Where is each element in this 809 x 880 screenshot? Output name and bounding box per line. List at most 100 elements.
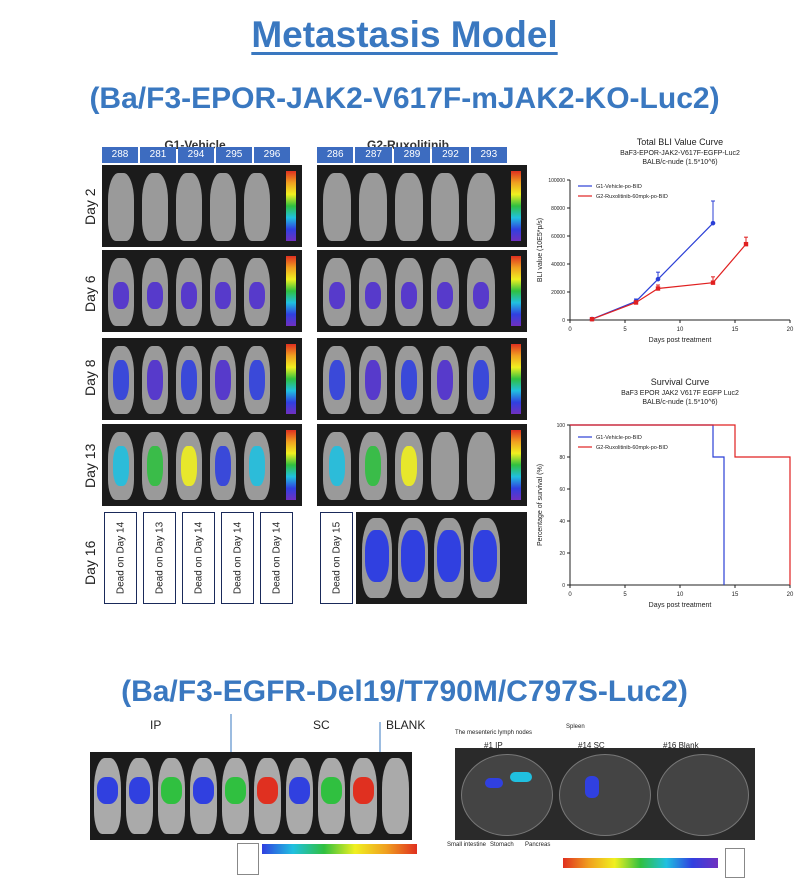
day-label: Day 2 xyxy=(82,188,98,225)
mouse-silhouette xyxy=(108,173,134,241)
mouse-silhouette xyxy=(108,258,134,326)
mouse-silhouette xyxy=(142,432,168,500)
mouse-silhouette xyxy=(126,758,153,834)
imaging-row-panel xyxy=(317,338,527,420)
dead-label: Dead on Day 13 xyxy=(154,521,165,595)
signal-blob xyxy=(249,359,265,401)
signal-blob xyxy=(585,776,599,798)
x-tick-label: 20 xyxy=(787,327,794,333)
chart-subtitle: BALB/c-nude (1.5*10^6) xyxy=(642,159,717,166)
y-axis-label: BLI value (10E5*p/s) xyxy=(537,218,544,282)
imaging-row-panel xyxy=(102,250,302,332)
colorbar xyxy=(511,256,521,326)
organ-label-stomach: Stomach xyxy=(490,842,514,848)
mouse-silhouette xyxy=(244,346,270,414)
data-point xyxy=(710,220,716,226)
x-tick-label: 15 xyxy=(732,327,739,333)
scale-legend-box xyxy=(237,843,259,875)
y-tick-label: 60 xyxy=(559,487,565,493)
x-axis-label: Days post treatment xyxy=(649,337,712,344)
mouse-silhouette xyxy=(470,518,500,598)
dead-label: Dead on Day 14 xyxy=(115,521,126,595)
x-tick-label: 5 xyxy=(623,592,627,598)
signal-blob xyxy=(113,359,129,401)
organ-dish-sc xyxy=(559,754,651,836)
signal-blob xyxy=(256,777,279,804)
signal-blob xyxy=(328,281,346,309)
mouse-id: 281 xyxy=(140,147,176,163)
mouse-silhouette xyxy=(244,173,270,241)
mouse-id: 286 xyxy=(317,147,354,163)
dead-label: Dead on Day 14 xyxy=(271,521,282,595)
legend-label: G2-Ruxolitinib-60mpk-po-BID xyxy=(596,194,668,200)
group-divider-lines xyxy=(230,714,381,754)
signal-blob xyxy=(147,445,163,487)
mouse-silhouette xyxy=(210,258,236,326)
mouse-silhouette xyxy=(467,173,495,241)
sc-label: SC xyxy=(313,718,330,732)
mouse-silhouette xyxy=(286,758,313,834)
organ-panel-title: #14 SC xyxy=(578,741,605,750)
signal-blob xyxy=(328,445,346,487)
signal-blob xyxy=(472,281,490,309)
data-point xyxy=(655,286,661,291)
imaging-row-panel xyxy=(317,424,527,506)
group2-id-bar: 286 287 289 292 293 xyxy=(317,147,508,163)
mouse-silhouette xyxy=(244,258,270,326)
mouse-silhouette xyxy=(434,518,464,598)
organ-label-spleen: Spleen xyxy=(566,724,585,730)
colorbar xyxy=(286,171,296,241)
day-label: Day 13 xyxy=(82,443,98,488)
signal-blob xyxy=(328,359,346,401)
mouse-silhouette xyxy=(94,758,121,834)
signal-blob xyxy=(288,777,311,804)
mouse-id: 294 xyxy=(178,147,214,163)
y-tick-label: 80 xyxy=(559,455,565,461)
signal-blob xyxy=(401,530,425,582)
organ-panel-title: #1 IP xyxy=(484,741,503,750)
mouse-silhouette xyxy=(176,432,202,500)
signal-blob xyxy=(436,281,454,309)
organ-panel-title: #16 Blank xyxy=(663,741,699,750)
chart-subtitle: BaF3-EPOR-JAK2-V617F-EGFP-Luc2 xyxy=(620,150,740,157)
signal-blob xyxy=(128,777,151,804)
signal-blob xyxy=(96,777,119,804)
mouse-silhouette xyxy=(142,173,168,241)
organ-label-pancreas: Pancreas xyxy=(525,842,551,848)
data-point xyxy=(710,280,716,285)
y-tick-label: 40000 xyxy=(551,262,565,268)
signal-blob xyxy=(181,359,197,401)
mouse-silhouette xyxy=(222,758,249,834)
mouse-id: 296 xyxy=(254,147,290,163)
chart-title: Survival Curve xyxy=(651,377,710,387)
mouse-silhouette xyxy=(467,258,495,326)
data-point xyxy=(655,276,661,282)
mouse-silhouette xyxy=(108,346,134,414)
signal-blob xyxy=(192,777,215,804)
signal-blob xyxy=(437,530,461,582)
signal-blob xyxy=(113,445,129,487)
mouse-silhouette xyxy=(467,432,495,500)
mouse-silhouette xyxy=(359,346,387,414)
signal-blob xyxy=(400,445,418,487)
organ-image-panel xyxy=(455,748,755,840)
mouse-silhouette xyxy=(210,173,236,241)
imaging-row-panel xyxy=(102,338,302,420)
signal-blob xyxy=(510,772,532,782)
mouse-silhouette xyxy=(176,346,202,414)
bli-value-chart: Total BLI Value Curve BaF3-EPOR-JAK2-V617… xyxy=(537,137,794,344)
mouse-silhouette xyxy=(176,173,202,241)
colorbar xyxy=(511,430,521,500)
mouse-silhouette xyxy=(395,432,423,500)
mouse-silhouette xyxy=(142,346,168,414)
page-title: Metastasis Model xyxy=(251,14,558,55)
signal-blob xyxy=(473,530,497,582)
mouse-silhouette xyxy=(395,346,423,414)
mouse-silhouette xyxy=(431,173,459,241)
day-label: Day 6 xyxy=(82,275,98,312)
y-tick-label: 20000 xyxy=(551,290,565,296)
signal-blob xyxy=(181,445,197,487)
chart-title: Total BLI Value Curve xyxy=(637,137,723,147)
mouse-silhouette xyxy=(323,432,351,500)
signal-blob xyxy=(147,359,163,401)
